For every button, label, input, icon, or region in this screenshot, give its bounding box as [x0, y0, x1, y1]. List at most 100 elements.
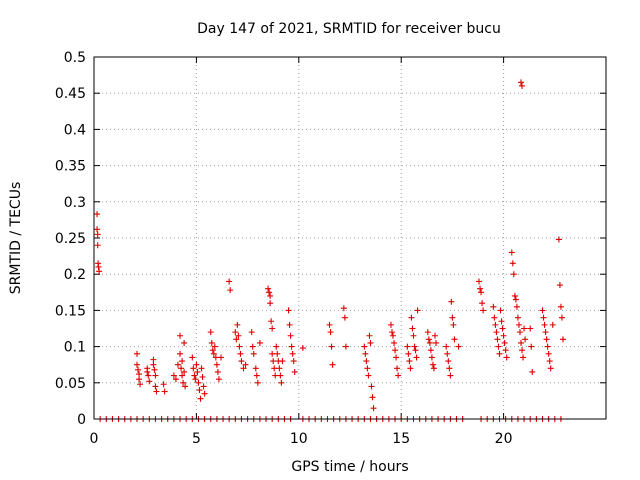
data-point [522, 336, 529, 343]
data-point [409, 325, 416, 332]
data-point [267, 300, 274, 307]
data-point [542, 329, 549, 336]
data-point [286, 321, 293, 328]
data-point [412, 347, 419, 354]
data-point [493, 329, 500, 336]
data-point [388, 329, 395, 336]
data-point [291, 368, 298, 375]
data-point [198, 365, 205, 372]
data-point [270, 358, 277, 365]
data-point [559, 336, 566, 343]
data-point [217, 354, 224, 361]
data-point [406, 358, 413, 365]
data-point [249, 343, 256, 350]
data-point [508, 249, 515, 256]
data-point [272, 372, 279, 379]
axes: 0 0.05 0.1 0.15 0.2 0.25 0.3 0.35 0.4 0.45 0.5 0 5 10… [55, 50, 606, 447]
data-point [363, 358, 370, 365]
data-point [273, 343, 280, 350]
data-point [509, 260, 516, 267]
data-point [405, 350, 412, 357]
data-point [518, 339, 525, 346]
data-point [226, 278, 233, 285]
data-point [177, 350, 184, 357]
data-point [515, 321, 522, 328]
x-tick-label: 5 [192, 431, 201, 447]
data-point [145, 372, 152, 379]
data-point [285, 307, 292, 314]
data-point [153, 388, 160, 395]
data-point [521, 325, 528, 332]
data-point [181, 368, 188, 375]
data-point [287, 332, 294, 339]
data-point [368, 383, 375, 390]
x-tick-label: 0 [90, 431, 99, 447]
data-point [448, 298, 455, 305]
data-point [477, 285, 484, 292]
x-tick-label: 20 [495, 431, 513, 447]
data-point [518, 79, 525, 86]
data-point [134, 350, 141, 357]
data-point [146, 378, 153, 385]
data-point [558, 314, 565, 321]
data-point [235, 332, 242, 339]
data-point [191, 372, 198, 379]
data-point [215, 376, 222, 383]
data-point [326, 321, 333, 328]
data-point [549, 321, 556, 328]
data-point [341, 314, 348, 321]
data-point [136, 376, 143, 383]
data-point [541, 321, 548, 328]
data-point [236, 343, 243, 350]
data-point [433, 339, 440, 346]
data-point [181, 339, 188, 346]
data-point [366, 332, 373, 339]
data-point [150, 356, 157, 363]
data-point [407, 365, 414, 372]
data-point [545, 350, 552, 357]
data-point [557, 303, 564, 310]
data-point [514, 314, 521, 321]
data-point [516, 329, 523, 336]
data-point [513, 303, 520, 310]
data-point [362, 350, 369, 357]
data-point [413, 354, 420, 361]
data-point [424, 329, 431, 336]
data-point [290, 358, 297, 365]
data-point [238, 358, 245, 365]
data-point [237, 350, 244, 357]
data-point [268, 318, 275, 325]
data-point [367, 339, 374, 346]
data-point [180, 379, 187, 386]
data-point [178, 365, 185, 372]
data-point [519, 347, 526, 354]
data-point [404, 343, 411, 350]
data-point [328, 343, 335, 350]
data-point [210, 350, 217, 357]
data-point [480, 307, 487, 314]
data-point [444, 350, 451, 357]
data-point [253, 372, 260, 379]
y-tick-label: 0 [77, 412, 86, 428]
data-point [503, 354, 510, 361]
data-point [197, 395, 204, 402]
x-axis-label: GPS time / hours [291, 459, 408, 475]
data-point [269, 325, 276, 332]
data-point [209, 347, 216, 354]
data-point [496, 350, 503, 357]
data-point [544, 343, 551, 350]
data-point [555, 236, 562, 243]
data-point [182, 383, 189, 390]
data-point [446, 365, 453, 372]
data-point [200, 383, 207, 390]
data-point [212, 354, 219, 361]
y-tick-label: 0.2 [64, 267, 86, 283]
data-point [161, 388, 168, 395]
data-point [135, 366, 142, 373]
data-point [478, 289, 485, 296]
data-point [276, 365, 283, 372]
grid [94, 57, 606, 419]
data-point [497, 307, 504, 314]
data-point [211, 343, 218, 350]
